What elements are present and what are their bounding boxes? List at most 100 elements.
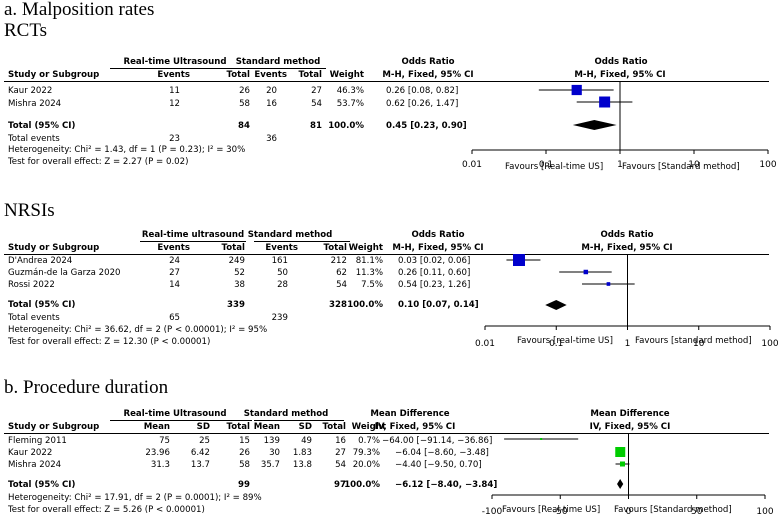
table-cell: 0.03 [0.02, 0.06]	[398, 256, 471, 266]
table-cell: 52	[234, 268, 245, 278]
table-cell: 100.0%	[328, 121, 364, 131]
rcts-or-sub: M-H, Fixed, 95% CI	[382, 70, 474, 80]
table-row-study: Guzmán-de la Garza 2020	[8, 268, 121, 278]
table-cell: 13.8	[292, 460, 312, 470]
nrsis-heterogeneity: Heterogeneity: Chi² = 36.62, df = 2 (P <…	[8, 325, 268, 335]
dur-group-right: Standard method	[243, 409, 329, 419]
rcts-heterogeneity: Heterogeneity: Chi² = 1.43, df = 1 (P = …	[8, 145, 246, 155]
table-row-study: D'Andrea 2024	[8, 256, 73, 266]
dur-plot-sub: IV, Fixed, 95% CI	[589, 422, 671, 432]
rcts-overall-effect: Test for overall effect: Z = 2.27 (P = 0…	[8, 157, 189, 167]
tick-label: 100	[756, 507, 773, 517]
table-cell: −64.00 [−91.14, −36.86]	[382, 436, 493, 446]
tick-label: -100	[482, 507, 503, 517]
table-cell: 0.10 [0.07, 0.14]	[398, 300, 479, 310]
table-cell: 99	[238, 480, 250, 490]
table-cell: −6.12 [−8.40, −3.84]	[395, 480, 498, 490]
study-marker	[571, 84, 582, 96]
dur-col-total1: Total	[226, 422, 250, 432]
tick-label: 0	[626, 507, 632, 517]
table-cell: 16	[266, 99, 277, 109]
nrsis-col-events2: Events	[265, 243, 298, 253]
table-cell: 249	[228, 256, 245, 266]
table-cell: −6.04 [−8.60, −3.48]	[395, 448, 489, 458]
table-cell: 14	[169, 280, 180, 290]
table-cell: 7.5%	[361, 280, 383, 290]
table-cell: 0.54 [0.23, 1.26]	[398, 280, 471, 290]
study-marker	[512, 254, 525, 266]
table-cell: 0.7%	[358, 436, 380, 446]
rcts-group-left: Real-time Ultrasound	[123, 57, 227, 67]
table-cell: 79.3%	[352, 448, 380, 458]
dur-md-header: Mean Difference	[370, 409, 450, 419]
table-cell: 58	[239, 99, 250, 109]
rcts-col-events2: Events	[254, 70, 287, 80]
tick-label: 0.1	[539, 160, 553, 170]
tick-label: 10	[688, 160, 700, 170]
table-cell: 97	[334, 480, 346, 490]
nrsis-overall-effect: Test for overall effect: Z = 12.30 (P < …	[8, 337, 211, 347]
dur-favours-left: Favours [Real-time US]	[502, 505, 601, 515]
table-cell: 23	[169, 134, 180, 144]
dur-col-mean1: Mean	[143, 422, 170, 432]
table-cell: 16	[335, 436, 346, 446]
tick-label: 0.01	[475, 339, 495, 349]
table-cell: 26	[239, 448, 250, 458]
table-cell: 84	[238, 121, 250, 131]
table-cell: 339	[227, 300, 245, 310]
table-cell: 31.3	[150, 460, 170, 470]
table-cell: 54	[311, 99, 322, 109]
table-cell: 36	[266, 134, 277, 144]
rcts-total-label: Total (95% CI)	[8, 121, 76, 131]
pooled-diamond	[572, 120, 617, 130]
table-cell: 53.7%	[336, 99, 364, 109]
table-cell: 0.26 [0.08, 0.82]	[386, 86, 459, 96]
study-marker	[540, 438, 543, 440]
dur-col-mean2: Mean	[253, 422, 280, 432]
dur-col-sd2: SD	[298, 422, 312, 432]
rcts-plot-sub: M-H, Fixed, 95% CI	[574, 70, 666, 80]
table-cell: 58	[239, 460, 250, 470]
dur-md-sub: IV, Fixed, 95% CI	[374, 422, 456, 432]
dur-plot-header: Mean Difference	[590, 409, 670, 419]
table-cell: 54	[335, 460, 346, 470]
table-cell: 81	[310, 121, 322, 131]
dur-total-label: Total (95% CI)	[8, 480, 76, 490]
rcts-plot-header: Odds Ratio	[594, 57, 648, 67]
table-cell: 50	[277, 268, 288, 278]
table-cell: −4.40 [−9.50, 0.70]	[395, 460, 482, 470]
table-row-study: Rossi 2022	[8, 280, 55, 290]
table-cell: 30	[269, 448, 280, 458]
dur-col-total2: Total	[322, 422, 346, 432]
rcts-col-weight: Weight	[329, 70, 364, 80]
table-cell: 27	[335, 448, 346, 458]
table-cell: 15	[239, 436, 250, 446]
table-cell: 212	[330, 256, 347, 266]
rcts-group-right: Standard method	[235, 57, 321, 67]
tick-label: 10	[693, 339, 705, 349]
nrsis-plot-header: Odds Ratio	[600, 230, 654, 240]
table-cell: 100.0%	[344, 480, 380, 490]
rcts-favours-left: Favours [Real-time US]	[505, 162, 604, 172]
study-marker	[606, 282, 611, 286]
nrsis-favours-left: Favours [real-time US]	[517, 336, 613, 346]
table-cell: 81.1%	[355, 256, 383, 266]
rcts-favours-right: Favours [Standard method]	[622, 162, 740, 172]
nrsis-col-total1: Total	[221, 243, 245, 253]
tick-label: 100	[761, 339, 778, 349]
table-cell: 62	[336, 268, 347, 278]
tick-label: 0.01	[462, 160, 482, 170]
nrsis-col-total2: Total	[323, 243, 347, 253]
nrsis-events-label: Total events	[8, 313, 60, 323]
dur-col-study: Study or Subgroup	[8, 422, 100, 432]
table-cell: 100.0%	[347, 300, 383, 310]
tick-label: 1	[617, 160, 623, 170]
table-row-study: Mishra 2024	[8, 99, 62, 109]
nrsis-plot-sub: M-H, Fixed, 95% CI	[581, 243, 673, 253]
table-cell: 65	[169, 313, 180, 323]
rcts-col-total2: Total	[298, 70, 322, 80]
study-marker	[599, 96, 611, 108]
table-cell: 239	[271, 313, 288, 323]
table-cell: 0.62 [0.26, 1.47]	[386, 99, 459, 109]
